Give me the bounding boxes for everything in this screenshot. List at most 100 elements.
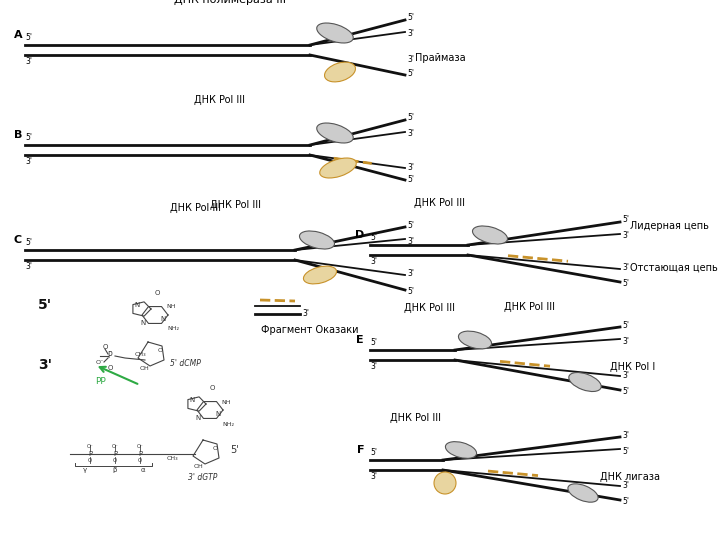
Text: N: N [189, 397, 194, 403]
Text: 3': 3' [302, 309, 309, 319]
Ellipse shape [300, 231, 335, 249]
Text: 3': 3' [622, 430, 629, 440]
Text: 5': 5' [25, 133, 32, 142]
Text: CH₃: CH₃ [166, 456, 178, 461]
Text: 5': 5' [622, 279, 629, 287]
Text: Фрагмент Оказаки: Фрагмент Оказаки [261, 325, 359, 335]
Text: 5': 5' [407, 220, 414, 230]
Text: 5': 5' [622, 496, 629, 505]
Text: O: O [154, 290, 160, 296]
Text: 5': 5' [370, 448, 377, 457]
Text: ДНК Pol III: ДНК Pol III [210, 200, 261, 210]
Text: NH: NH [166, 305, 176, 309]
Text: 5': 5' [407, 287, 414, 295]
Ellipse shape [325, 62, 356, 82]
Text: 3': 3' [407, 130, 414, 138]
Text: 5' dCMP: 5' dCMP [170, 360, 201, 368]
Text: 3': 3' [622, 336, 629, 346]
Text: N: N [161, 316, 166, 322]
Text: ДНК Pol III: ДНК Pol III [194, 95, 246, 105]
Text: 5': 5' [25, 238, 32, 247]
Text: 3': 3' [407, 237, 414, 246]
Text: O: O [210, 385, 215, 391]
Text: 3': 3' [407, 30, 414, 38]
Text: NH₂: NH₂ [167, 327, 179, 332]
Text: PP: PP [94, 377, 105, 387]
Ellipse shape [446, 442, 477, 458]
Text: O: O [102, 344, 108, 350]
Ellipse shape [472, 226, 508, 244]
Text: ДНК полимераза III: ДНК полимераза III [174, 0, 286, 5]
Text: O: O [158, 348, 163, 353]
Text: 3': 3' [25, 157, 32, 166]
Text: N: N [140, 320, 145, 326]
Text: β: β [113, 467, 117, 473]
Text: 5': 5' [407, 176, 414, 185]
Text: ДНК Pol III: ДНК Pol III [390, 413, 441, 423]
Ellipse shape [317, 123, 354, 143]
Text: 3': 3' [407, 56, 414, 64]
Text: 5': 5' [370, 338, 377, 347]
Text: O⁻: O⁻ [112, 444, 118, 449]
Text: 5': 5' [25, 33, 32, 42]
Text: P: P [113, 451, 117, 457]
Text: O: O [88, 458, 92, 463]
Text: NH: NH [221, 400, 230, 404]
Text: 5': 5' [622, 321, 629, 329]
Text: A: A [14, 30, 22, 40]
Text: N: N [215, 411, 220, 417]
Text: P: P [88, 451, 92, 457]
Ellipse shape [303, 266, 336, 284]
Text: O: O [212, 446, 217, 450]
Text: CH₃: CH₃ [135, 352, 147, 356]
Ellipse shape [434, 472, 456, 494]
Text: 3': 3' [407, 269, 414, 279]
Text: O: O [138, 458, 142, 463]
Text: 3' dGTP: 3' dGTP [189, 473, 217, 482]
Text: α: α [140, 467, 145, 473]
Text: D: D [355, 230, 364, 240]
Text: 5': 5' [407, 14, 414, 23]
Text: 5': 5' [622, 215, 629, 225]
Ellipse shape [320, 158, 356, 178]
Text: ДНК Pol III: ДНК Pol III [415, 198, 466, 208]
Text: C: C [14, 235, 22, 245]
Text: 3': 3' [622, 370, 629, 380]
Text: 3': 3' [622, 481, 629, 489]
Text: 3': 3' [25, 57, 32, 66]
Text: N: N [195, 415, 201, 421]
Text: 3': 3' [622, 264, 629, 273]
Ellipse shape [317, 23, 354, 43]
Text: Лидерная цепь: Лидерная цепь [630, 221, 709, 231]
Text: 5': 5' [407, 70, 414, 78]
Text: O⁻: O⁻ [137, 444, 143, 449]
Text: B: B [14, 130, 22, 140]
Text: 3': 3' [370, 362, 377, 371]
Text: γ: γ [83, 467, 87, 473]
Text: P: P [138, 451, 142, 457]
Text: 5': 5' [622, 447, 629, 456]
Ellipse shape [459, 331, 492, 349]
Text: ДНК Pol III: ДНК Pol III [505, 302, 556, 312]
Text: O⁻: O⁻ [86, 444, 94, 449]
Text: ДНК Pol III: ДНК Pol III [169, 203, 220, 213]
Text: Отстающая цепь: Отстающая цепь [630, 263, 718, 273]
Text: 5': 5' [622, 387, 629, 395]
Text: ДНК Pol I: ДНК Pol I [610, 362, 655, 372]
Text: O: O [113, 458, 117, 463]
Text: N: N [135, 302, 140, 308]
Text: 3': 3' [622, 232, 629, 240]
Text: ДНК лигаза: ДНК лигаза [600, 472, 660, 482]
Text: O⁻: O⁻ [96, 360, 104, 365]
Text: E: E [356, 335, 364, 345]
Text: 5': 5' [38, 298, 52, 312]
Text: 3': 3' [25, 262, 32, 271]
Text: Праймаза: Праймаза [415, 53, 466, 63]
Text: OH: OH [194, 463, 204, 469]
Text: NH₂: NH₂ [222, 422, 234, 427]
Text: P: P [108, 352, 112, 361]
Text: 3': 3' [370, 257, 377, 266]
Ellipse shape [569, 373, 601, 392]
Text: 3': 3' [38, 358, 52, 372]
Text: ДНК Pol III: ДНК Pol III [405, 303, 456, 313]
